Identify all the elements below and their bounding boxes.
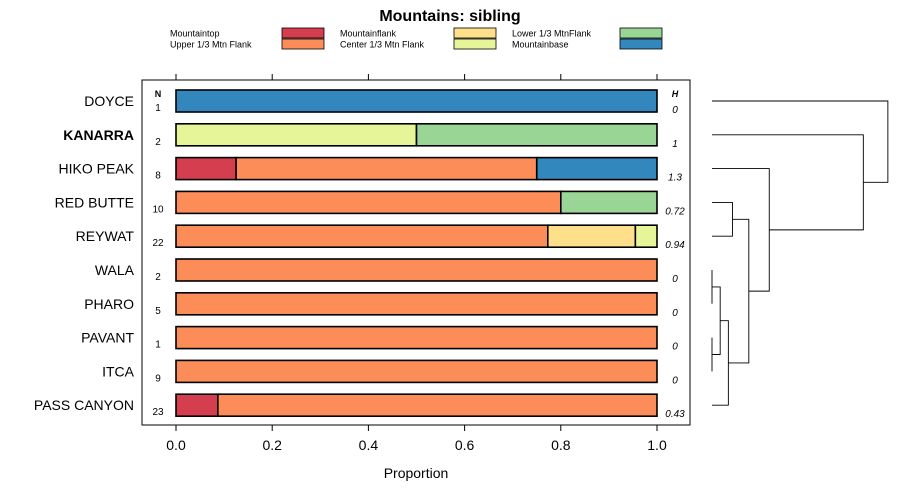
n-value: 1 bbox=[155, 340, 161, 351]
bar-segment bbox=[547, 224, 637, 248]
bar-segment bbox=[175, 89, 658, 113]
dendrogram-branch bbox=[712, 134, 864, 231]
bar-segment bbox=[175, 325, 658, 350]
bar-segment bbox=[175, 359, 658, 384]
legend-swatch bbox=[453, 27, 497, 39]
n-value: 23 bbox=[152, 407, 164, 418]
category-label: KANARRA bbox=[63, 127, 134, 143]
n-value: 8 bbox=[155, 171, 161, 182]
h-value: 0 bbox=[672, 375, 678, 386]
legend-label: Upper 1/3 Mtn Flank bbox=[170, 40, 252, 50]
x-axis: 0.0 0.2 0.4 0.6 0.8 1.0 bbox=[166, 74, 667, 453]
x-axis-label: Proportion bbox=[384, 465, 449, 481]
category-label: REYWAT bbox=[76, 228, 135, 244]
h-value: 0.94 bbox=[665, 240, 685, 251]
bar-segment bbox=[217, 393, 658, 418]
x-tick-label: 0.6 bbox=[455, 437, 475, 453]
n-value: 22 bbox=[152, 238, 164, 249]
legend-label: Mountaintop bbox=[170, 29, 220, 39]
n-value: 9 bbox=[155, 373, 161, 384]
legend-label: Mountainbase bbox=[512, 40, 569, 50]
dendrogram bbox=[711, 100, 889, 406]
dendrogram-branch bbox=[728, 218, 750, 364]
bar-segment bbox=[634, 224, 658, 248]
h-value: 0.72 bbox=[665, 206, 685, 217]
h-value: 0 bbox=[672, 274, 678, 285]
n-value: 5 bbox=[155, 306, 161, 317]
n-value: 1 bbox=[155, 103, 161, 114]
category-label: HIKO PEAK bbox=[59, 161, 135, 177]
bar-segment bbox=[235, 156, 538, 181]
bar-segment bbox=[175, 123, 418, 147]
legend-label: Mountainflank bbox=[340, 29, 397, 39]
x-tick-label: 0.8 bbox=[551, 437, 571, 453]
h-value: 1.3 bbox=[668, 173, 682, 184]
bar-segment bbox=[175, 393, 219, 418]
bars-group bbox=[175, 89, 658, 418]
x-tick-label: 0.2 bbox=[262, 437, 282, 453]
dendrogram-branch bbox=[712, 201, 733, 237]
category-label: PASS CANYON bbox=[34, 397, 134, 413]
bar-segment bbox=[175, 258, 658, 282]
h-value: 1 bbox=[672, 139, 678, 150]
bar-segment bbox=[175, 190, 562, 215]
legend-swatch bbox=[619, 27, 663, 39]
h-column-header: H bbox=[672, 89, 679, 99]
legend-label: Center 1/3 Mtn Flank bbox=[340, 40, 425, 50]
category-label: DOYCE bbox=[84, 93, 134, 109]
legend-swatch bbox=[619, 38, 663, 50]
bar-segment bbox=[175, 156, 237, 181]
h-value: 0 bbox=[672, 105, 678, 116]
category-label: RED BUTTE bbox=[55, 194, 134, 210]
category-label: WALA bbox=[95, 262, 135, 278]
bar-segment bbox=[535, 156, 658, 181]
h-values: 0 1 1.3 0.72 0.94 0 0 0 0 0.43 bbox=[665, 105, 685, 420]
h-value: 0.43 bbox=[665, 409, 685, 420]
dendrogram-branch bbox=[712, 168, 770, 292]
legend-swatch bbox=[453, 38, 497, 50]
h-value: 0 bbox=[672, 308, 678, 319]
n-value: 10 bbox=[152, 204, 164, 215]
plot-frame bbox=[141, 79, 691, 426]
category-label: PAVANT bbox=[81, 330, 134, 346]
legend-swatch bbox=[281, 38, 325, 50]
h-value: 0 bbox=[672, 342, 678, 353]
bar-segment bbox=[415, 123, 658, 147]
x-tick-label: 1.0 bbox=[647, 437, 667, 453]
category-label: PHARO bbox=[84, 296, 134, 312]
n-value: 2 bbox=[155, 137, 161, 148]
bar-segment bbox=[559, 190, 658, 215]
x-tick-label: 0.0 bbox=[166, 437, 186, 453]
bar-segment bbox=[175, 291, 658, 316]
legend-label: Lower 1/3 MtnFlank bbox=[512, 29, 592, 39]
category-labels: DOYCE KANARRA HIKO PEAK RED BUTTE REYWAT WALA… bbox=[34, 93, 135, 413]
chart-title: Mountains: sibling bbox=[379, 8, 520, 25]
n-column-header: N bbox=[155, 89, 162, 99]
legend-swatch bbox=[281, 27, 325, 39]
n-value: 2 bbox=[155, 272, 161, 283]
dendrogram-branch bbox=[712, 286, 721, 355]
dendrogram-branch bbox=[712, 100, 889, 183]
category-label: ITCA bbox=[102, 363, 135, 379]
bar-segment bbox=[175, 224, 549, 248]
x-tick-label: 0.4 bbox=[359, 437, 379, 453]
